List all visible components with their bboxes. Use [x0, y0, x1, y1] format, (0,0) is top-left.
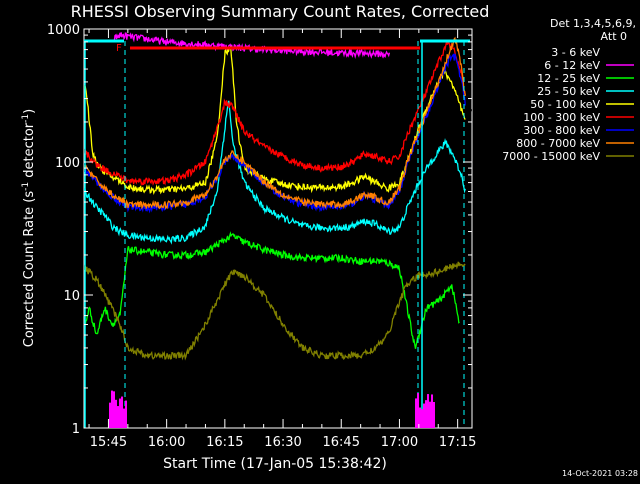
- x-tick-label: 16:00: [148, 435, 185, 450]
- y-axis-label-sup2: -1: [21, 114, 31, 123]
- y-tick-label: 1000: [47, 23, 80, 38]
- plot-border: [83, 28, 473, 429]
- series-line-7000-15000-kev: [84, 261, 466, 361]
- x-tick-label: 16:15: [206, 435, 243, 450]
- legend-header-line1: Det 1,3,4,5,6,9,: [550, 17, 636, 30]
- x-tick-label: 17:00: [381, 435, 418, 450]
- series-line-25-50-kev: [84, 100, 466, 245]
- y-axis-label-mid: detector: [22, 122, 37, 182]
- x-tick-label: 17:15: [439, 435, 476, 450]
- legend-label: 800 - 7000 keV: [516, 137, 600, 150]
- series-line-12-25-kev: [84, 231, 460, 349]
- legend-label: 50 - 100 keV: [530, 98, 600, 111]
- y-axis-label-main: Corrected Count Rate (s: [22, 191, 37, 348]
- legend-label: 7000 - 15000 keV: [502, 150, 600, 163]
- series-line-100-300-kev: [84, 40, 466, 187]
- legend-label: 25 - 50 keV: [537, 85, 600, 98]
- legend-label: 12 - 25 keV: [537, 72, 600, 85]
- chart-title: RHESSI Observing Summary Count Rates, Co…: [71, 2, 490, 21]
- timestamp: 14-Oct-2021 03:28: [562, 469, 638, 478]
- y-tick-label: 1: [72, 422, 80, 437]
- overlay-layer: [84, 39, 470, 428]
- y-axis-label: Corrected Count Rate (s-1 detector-1): [21, 109, 37, 347]
- x-tick-label: 16:30: [264, 435, 301, 450]
- y-tick-label: 100: [55, 156, 80, 171]
- legend-header-line2: Att 0: [601, 30, 627, 43]
- axis-ticks: 15:45 16:00 16:15 16:30 16:45 17:00 17:15 1 10 10…: [47, 23, 476, 450]
- x-axis-label: Start Time (17-Jan-05 15:38:42): [163, 456, 387, 472]
- legend-label: 100 - 300 keV: [523, 111, 600, 124]
- plot-frame: [83, 28, 473, 429]
- legend-label: 300 - 800 keV: [523, 124, 600, 137]
- x-tick-label: 16:45: [323, 435, 360, 450]
- series-layer: [84, 32, 472, 361]
- series-line-50-100-kev: [84, 45, 466, 195]
- legend-label: 6 - 12 keV: [544, 59, 600, 72]
- flag-label: F: [116, 43, 122, 54]
- series-line-300-800-kev: [84, 53, 466, 214]
- x-tick-label: 15:45: [90, 435, 127, 450]
- y-tick-label: 10: [63, 289, 80, 304]
- series-line-800-7000-kev: [84, 36, 466, 210]
- y-axis-label-sup1: -1: [21, 182, 31, 191]
- legend-label: 3 - 6 keV: [551, 46, 600, 59]
- y-axis-label-end: ): [22, 109, 37, 114]
